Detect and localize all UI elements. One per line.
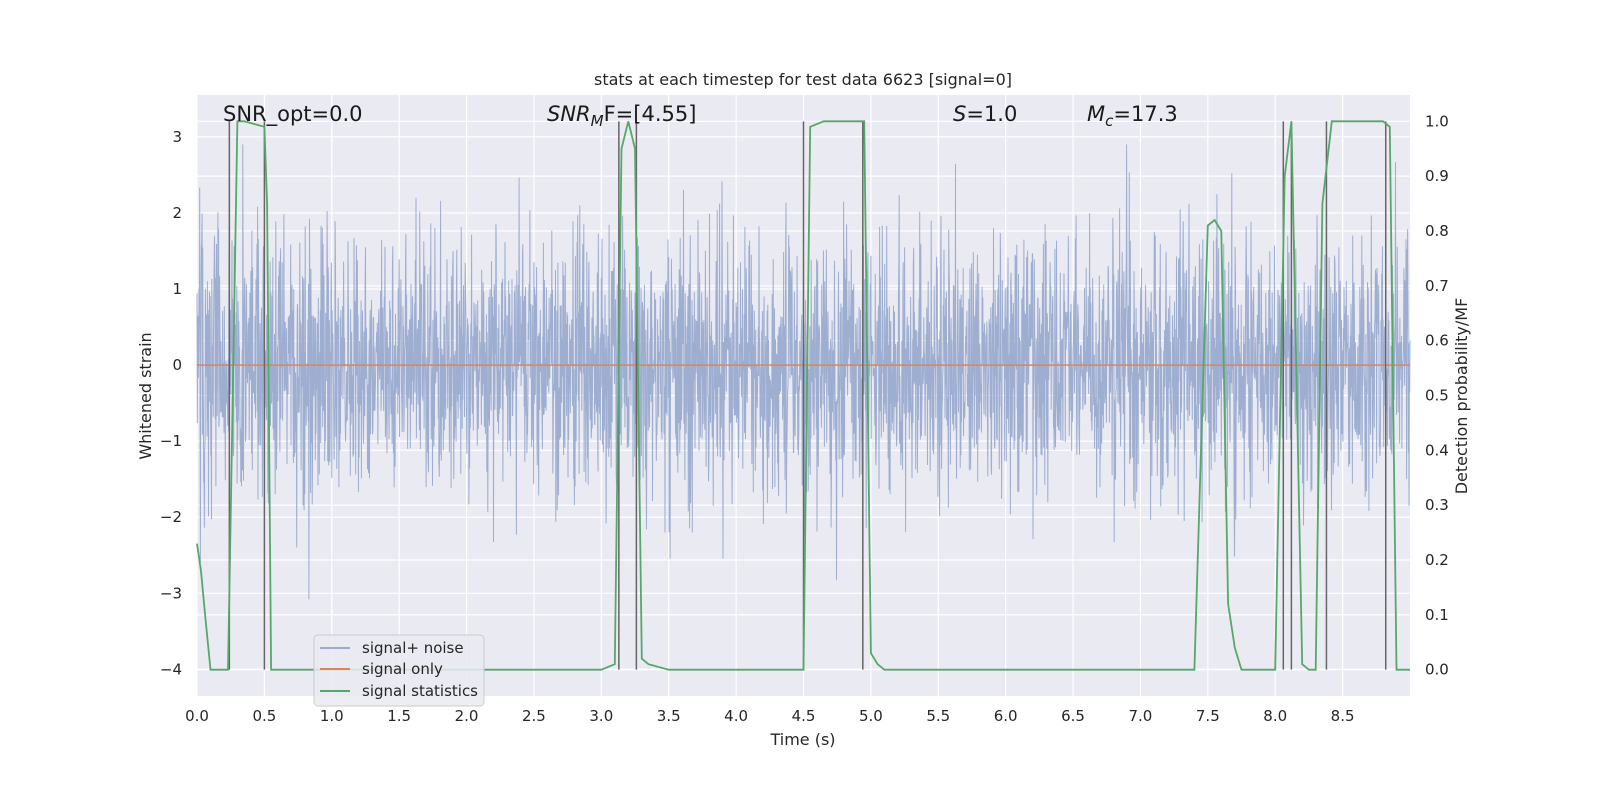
x-tick-label: 6.0 xyxy=(994,707,1018,725)
y-right-tick-label: 0.2 xyxy=(1425,551,1449,569)
y-tick-label: 1 xyxy=(172,280,182,298)
signal-statistics-line xyxy=(196,120,1410,671)
x-tick-label: 1.5 xyxy=(387,707,411,725)
legend-label-signal-noise: signal+ noise xyxy=(362,639,464,657)
annotation-mc-main: M xyxy=(1087,102,1105,126)
y-tick-label: −4 xyxy=(160,660,182,678)
x-tick-label: 5.0 xyxy=(859,707,883,725)
annotation-snr-mf: SNRMF=[4.55] xyxy=(547,102,696,130)
x-tick-label: 0.5 xyxy=(252,707,276,725)
annotation-snr-opt: SNR_opt=0.0 xyxy=(223,102,363,127)
y-tick-label: −1 xyxy=(160,432,182,450)
x-tick-label: 5.5 xyxy=(926,707,950,725)
annotation-snr-mf-rest: F=[4.55] xyxy=(604,102,697,126)
y-tick-label: 0 xyxy=(172,356,182,374)
annotation-mc: Mc=17.3 xyxy=(1087,102,1178,130)
y-axis-right-label: Detection probability/MF xyxy=(1452,298,1471,495)
x-tick-label: 2.5 xyxy=(522,707,546,725)
annotation-snr-mf-sub: M xyxy=(591,112,604,130)
y-tick-label: −2 xyxy=(160,508,182,526)
y-tick-label: 3 xyxy=(172,128,182,146)
x-tick-label: 7.0 xyxy=(1129,707,1153,725)
chart-title: stats at each timestep for test data 662… xyxy=(594,70,1012,89)
x-tick-label: 8.5 xyxy=(1331,707,1355,725)
annotation-s-main: S xyxy=(953,102,966,126)
x-tick-label: 3.5 xyxy=(657,707,681,725)
legend: signal+ noise signal only signal statist… xyxy=(313,634,485,707)
y-right-tick-label: 1.0 xyxy=(1425,112,1449,130)
x-axis-label: Time (s) xyxy=(769,730,835,749)
annotation-snr-mf-main: SNR xyxy=(547,102,591,126)
x-ticks: 0.0 0.5 1.0 1.5 2.0 2.5 3.0 3.5 4.0 4.5 5.0 5.5 6.0 6… xyxy=(185,707,1354,725)
legend-label-signal-only: signal only xyxy=(362,660,443,678)
x-tick-label: 8.0 xyxy=(1263,707,1287,725)
x-tick-label: 4.5 xyxy=(792,707,816,725)
y-ticks-left: 3 2 1 0 −1 −2 −3 −4 xyxy=(160,128,182,679)
annotation-mc-rest: =17.3 xyxy=(1113,102,1177,126)
y-axis-label: Whitened strain xyxy=(136,332,155,459)
y-right-tick-label: 0.8 xyxy=(1425,222,1449,240)
y-right-tick-label: 0.5 xyxy=(1425,387,1449,405)
y-tick-label: −3 xyxy=(160,584,182,602)
y-tick-label: 2 xyxy=(172,204,182,222)
y-ticks-right: 1.0 0.9 0.8 0.7 0.6 0.5 0.4 0.3 0.2 0.1 0.0 xyxy=(1425,112,1449,678)
y-right-tick-label: 0.9 xyxy=(1425,167,1449,185)
x-tick-label: 0.0 xyxy=(185,707,209,725)
y-right-tick-label: 0.7 xyxy=(1425,277,1449,295)
y-right-tick-label: 0.4 xyxy=(1425,441,1449,459)
legend-label-signal-statistics: signal statistics xyxy=(362,682,478,700)
legend-box xyxy=(313,634,485,707)
x-tick-label: 4.0 xyxy=(724,707,748,725)
x-tick-label: 1.0 xyxy=(320,707,344,725)
x-tick-label: 3.0 xyxy=(589,707,613,725)
y-right-tick-label: 0.1 xyxy=(1425,606,1449,624)
y-right-tick-label: 0.6 xyxy=(1425,332,1449,350)
x-tick-label: 2.0 xyxy=(455,707,479,725)
y-right-tick-label: 0.0 xyxy=(1425,661,1449,679)
y-right-tick-label: 0.3 xyxy=(1425,496,1449,514)
annotation-s-rest: =1.0 xyxy=(966,102,1017,126)
annotation-s: S=1.0 xyxy=(953,102,1017,126)
x-tick-label: 7.5 xyxy=(1196,707,1220,725)
annotation-mc-sub: c xyxy=(1105,112,1114,130)
x-tick-label: 6.5 xyxy=(1061,707,1085,725)
signal-statistics-series xyxy=(196,120,1410,671)
